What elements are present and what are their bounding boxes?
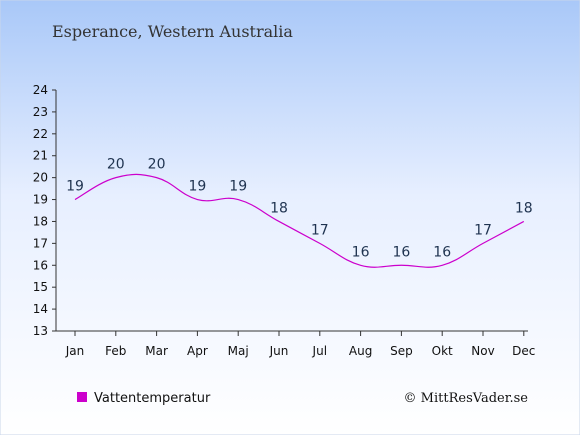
- data-label: 18: [515, 200, 533, 216]
- data-label: 19: [188, 179, 206, 195]
- x-tick-label: Aug: [349, 344, 372, 358]
- data-label: 16: [352, 244, 370, 260]
- y-tick-label: 16: [33, 258, 48, 272]
- data-label: 19: [66, 179, 84, 195]
- data-label: 16: [392, 244, 410, 260]
- y-tick-label: 17: [33, 236, 48, 250]
- y-tick-label: 24: [33, 83, 48, 97]
- series-group: [74, 173, 525, 268]
- y-tick-label: 21: [33, 149, 48, 163]
- legend-swatch: [77, 392, 87, 402]
- data-labels: 19 20 20 19 19 18 17 16 16 16 17 18: [66, 157, 533, 261]
- data-label: 16: [433, 244, 451, 260]
- y-tick-label: 19: [33, 193, 48, 207]
- data-label: 20: [148, 157, 166, 173]
- y-tick-label: 13: [33, 324, 48, 338]
- x-tick-label: Nov: [471, 344, 494, 358]
- series-line: [74, 173, 525, 268]
- x-tick-label: Jan: [65, 344, 85, 358]
- x-tick-label: Sep: [390, 344, 413, 358]
- x-tick-label: Jul: [312, 344, 327, 358]
- x-tick-label: Dec: [512, 344, 535, 358]
- x-tick-label: Okt: [432, 344, 453, 358]
- y-tick-label: 23: [33, 105, 48, 119]
- x-tick-label: Jun: [269, 344, 289, 358]
- y-tick-label: 22: [33, 127, 48, 141]
- legend-label: Vattentemperatur: [94, 391, 211, 406]
- data-label: 19: [229, 179, 247, 195]
- y-tick-label: 18: [33, 214, 48, 228]
- data-label: 17: [474, 222, 492, 238]
- chart-title: Esperance, Western Australia: [52, 22, 293, 41]
- data-label: 20: [107, 157, 125, 173]
- data-label: 17: [311, 222, 329, 238]
- y-axis: 13 14 15 16 17 18 19 20 21 22 23 24: [33, 83, 57, 338]
- credit-text: © MittResVader.se: [404, 391, 529, 406]
- x-tick-label: Maj: [228, 344, 249, 358]
- y-tick-label: 15: [33, 280, 48, 294]
- y-tick-label: 20: [33, 171, 48, 185]
- x-axis: Jan Feb Mar Apr Maj Jun Jul Aug Sep Okt Nov Dec: [56, 330, 535, 358]
- x-tick-label: Apr: [187, 344, 208, 358]
- data-label: 18: [270, 200, 288, 216]
- x-tick-label: Feb: [105, 344, 126, 358]
- x-tick-label: Mar: [145, 344, 168, 358]
- y-tick-label: 14: [33, 302, 48, 316]
